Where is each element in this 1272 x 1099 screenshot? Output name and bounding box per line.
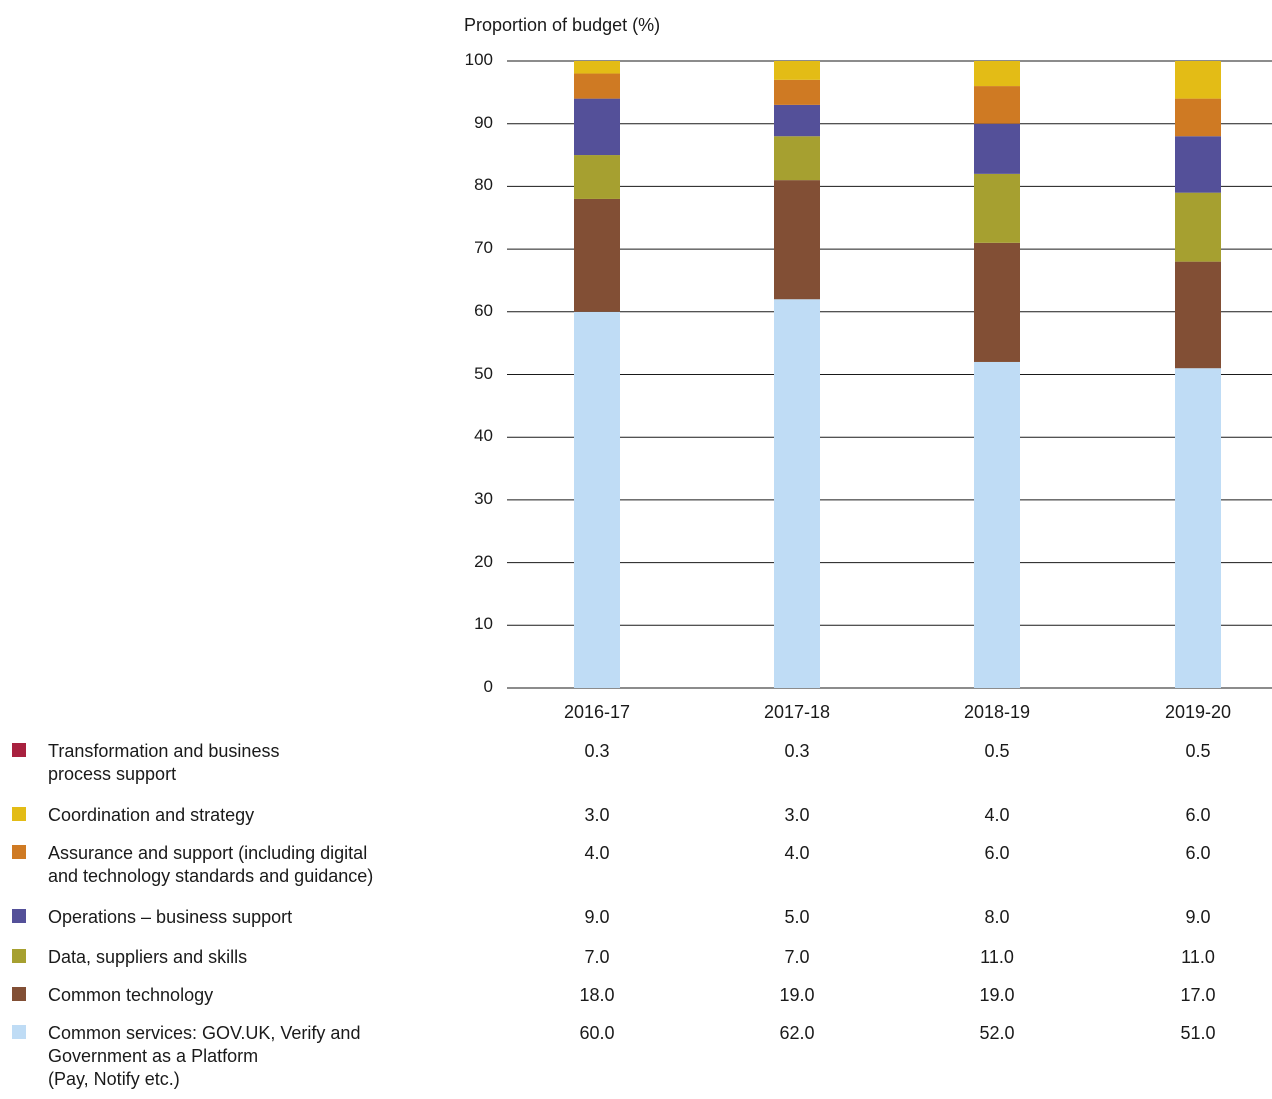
data-value-label: 3.0 — [784, 805, 810, 825]
legend-swatch — [12, 987, 26, 1001]
y-tick-label: 90 — [474, 112, 493, 132]
data-value-label: 0.5 — [1185, 741, 1211, 761]
legend-row: Operations – business support 9.0 5.0 8.0 9.… — [0, 906, 1272, 966]
y-tick-label: 100 — [464, 50, 493, 69]
data-value-label: 60.0 — [579, 1023, 615, 1043]
gridlines — [507, 60, 1272, 689]
legend-swatch — [12, 845, 26, 859]
x-tick-label: 2017-18 — [763, 702, 831, 722]
legend-label: Data, suppliers and skills — [48, 947, 248, 967]
bar-segment — [574, 311, 620, 688]
legend-swatch — [12, 807, 26, 821]
x-tick-label: 2016-17 — [563, 702, 631, 722]
y-tick-label: 60 — [474, 300, 493, 320]
data-value-label: 62.0 — [779, 1023, 815, 1043]
data-value-label: 11.0 — [1181, 947, 1215, 967]
data-value-label: 0.3 — [784, 741, 810, 761]
legend-swatch — [12, 743, 26, 757]
bar-segment — [774, 136, 820, 181]
data-value-label: 9.0 — [584, 907, 610, 927]
y-tick-label: 70 — [474, 238, 493, 258]
bar-segment — [1175, 261, 1221, 369]
data-value-label: 7.0 — [784, 947, 810, 967]
bar-segment — [974, 86, 1020, 124]
data-value-label: 19.0 — [979, 985, 1015, 1005]
legend-label: Common services: GOV.UK, Verify and Gove… — [48, 1023, 361, 1089]
y-tick-label: 80 — [474, 175, 493, 195]
legend-label: Common technology — [48, 985, 214, 1005]
bar-segment — [574, 198, 620, 312]
bar-segment — [974, 173, 1020, 243]
data-value-label: 18.0 — [579, 985, 615, 1005]
legend-swatch — [12, 1025, 26, 1039]
bar-segment — [574, 73, 620, 99]
bar-segment — [1175, 98, 1221, 137]
bar-segment — [574, 61, 620, 74]
legend-label: Assurance and support (including digital… — [48, 843, 374, 886]
bars — [574, 61, 1221, 688]
y-axis-label: Proportion of budget (%) — [464, 15, 661, 35]
bar-segment — [774, 79, 820, 105]
y-tick-label: 50 — [474, 363, 493, 383]
bar-segment — [574, 98, 620, 156]
y-tick-label: 0 — [483, 677, 493, 696]
data-value-label: 4.0 — [584, 843, 610, 863]
legend-label: Operations – business support — [48, 907, 293, 927]
legend-row: Assurance and support (including digital… — [0, 842, 1272, 902]
bar-segment — [1175, 61, 1221, 99]
stacked-bar-chart — [507, 60, 1272, 689]
bar-segment — [974, 61, 1020, 87]
data-value-label: 6.0 — [1185, 843, 1211, 863]
y-tick-label: 40 — [474, 426, 493, 446]
legend-swatch — [12, 949, 26, 963]
bar-segment — [1175, 136, 1221, 193]
legend-label: Coordination and strategy — [48, 805, 255, 825]
data-value-label: 0.5 — [984, 741, 1010, 761]
bar-segment — [574, 155, 620, 199]
data-value-label: 3.0 — [584, 805, 610, 825]
data-value-label: 9.0 — [1185, 907, 1211, 927]
data-value-label: 6.0 — [1185, 805, 1211, 825]
x-tick-label: 2018-19 — [963, 702, 1031, 722]
legend-row: Transformation and business process supp… — [0, 740, 1272, 800]
y-tick-label: 10 — [474, 614, 493, 634]
bar-segment — [774, 61, 820, 80]
data-value-label: 6.0 — [984, 843, 1010, 863]
y-tick-label: 30 — [474, 488, 493, 508]
bar-segment — [974, 123, 1020, 174]
bar-segment — [974, 361, 1020, 688]
data-value-label: 19.0 — [779, 985, 815, 1005]
data-value-label: 8.0 — [984, 907, 1010, 927]
data-value-label: 5.0 — [784, 907, 810, 927]
y-tick-label: 20 — [474, 551, 493, 571]
bar-segment — [774, 180, 820, 300]
data-value-label: 51.0 — [1180, 1023, 1216, 1043]
bar-segment — [1175, 192, 1221, 262]
legend-row: Common technology 18.0 19.0 19.0 17.0 — [0, 984, 1272, 1044]
bar-segment — [774, 299, 820, 688]
bar-segment — [974, 242, 1020, 362]
data-value-label: 4.0 — [984, 805, 1010, 825]
x-tick-label: 2019-20 — [1164, 702, 1232, 722]
legend-swatch — [12, 909, 26, 923]
data-value-label: 52.0 — [979, 1023, 1015, 1043]
data-value-label: 11.0 — [980, 947, 1014, 967]
legend-row: Common services: GOV.UK, Verify and Gove… — [0, 1022, 1272, 1089]
bar-segment — [1175, 368, 1221, 688]
data-value-label: 7.0 — [584, 947, 610, 967]
bar-segment — [774, 104, 820, 137]
legend-label: Transformation and business process supp… — [48, 741, 280, 784]
legend-row: Coordination and strategy 3.0 3.0 4.0 6.0 — [0, 804, 1272, 864]
legend-row: Data, suppliers and skills 7.0 7.0 11.0 11.0 — [0, 946, 1272, 1006]
data-value-label: 17.0 — [1180, 985, 1216, 1005]
data-value-label: 4.0 — [784, 843, 810, 863]
data-value-label: 0.3 — [584, 741, 610, 761]
